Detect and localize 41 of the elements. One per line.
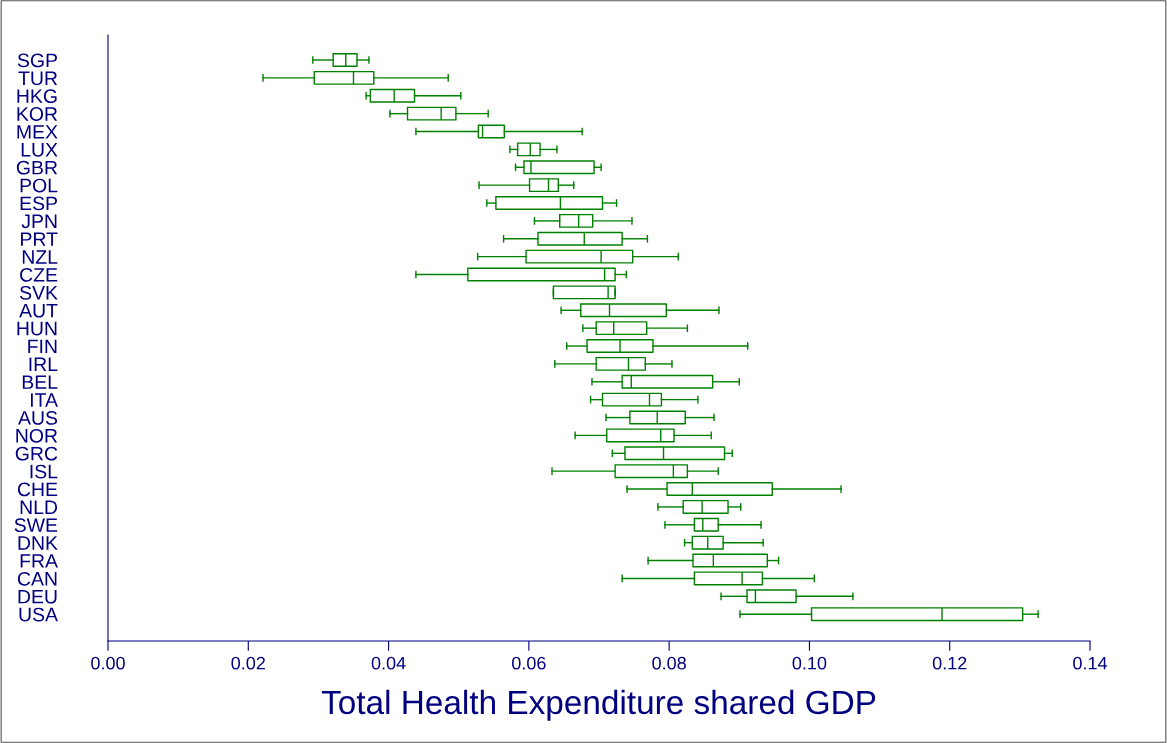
y-tick-label: MEX bbox=[17, 125, 58, 139]
y-tick-label: KOR bbox=[17, 107, 58, 121]
y-tick-label: NZL bbox=[22, 250, 58, 264]
y-tick-label: PRT bbox=[21, 232, 58, 246]
y-tick-label: IRL bbox=[29, 357, 58, 371]
y-tick-label: GBR bbox=[16, 160, 58, 175]
y-tick-label: CAN bbox=[17, 571, 57, 586]
y-tick-label: DNK bbox=[18, 536, 58, 550]
x-tick-label: 0.06 bbox=[511, 656, 546, 670]
y-tick-label: SGP bbox=[17, 53, 57, 68]
y-tick-label: DEU bbox=[18, 589, 57, 604]
y-tick-label: HKG bbox=[17, 89, 57, 104]
y-tick-label: NOR bbox=[16, 428, 58, 443]
y-tick-label: ISL bbox=[30, 464, 58, 479]
x-tick-label: 0.14 bbox=[1073, 656, 1108, 670]
y-tick-label: USA bbox=[19, 607, 58, 622]
y-tick-label: TUR bbox=[18, 71, 58, 86]
y-tick-label: JPN bbox=[21, 214, 57, 229]
x-tick-label: 0.08 bbox=[652, 656, 686, 670]
y-tick-label: CHE bbox=[17, 482, 58, 497]
y-tick-label: AUT bbox=[19, 303, 58, 318]
y-tick-label: GRC bbox=[15, 446, 58, 461]
x-tick-label: 0.00 bbox=[91, 656, 125, 670]
y-tick-label: CZE bbox=[20, 268, 58, 282]
y-tick-label: ITA bbox=[30, 393, 58, 407]
y-tick-label: SVK bbox=[19, 285, 58, 300]
y-tick-label: LUX bbox=[21, 143, 58, 157]
x-tick-label: 0.12 bbox=[932, 656, 967, 670]
x-tick-label: 0.04 bbox=[371, 656, 406, 670]
y-tick-label: FIN bbox=[28, 339, 57, 354]
y-tick-label: AUS bbox=[18, 411, 58, 425]
y-tick-label: ESP bbox=[20, 196, 57, 211]
y-tick-label: SWE bbox=[14, 518, 58, 533]
y-tick-label: BEL bbox=[22, 375, 58, 389]
y-tick-label: HUN bbox=[17, 321, 57, 336]
x-tick-label: 0.02 bbox=[231, 656, 265, 670]
y-tick-label: FRA bbox=[20, 554, 58, 568]
x-axis-title: Total Health Expenditure shared GDP bbox=[321, 689, 876, 721]
x-tick-label: 0.10 bbox=[792, 656, 827, 670]
y-tick-label: NLD bbox=[20, 500, 58, 514]
y-tick-label: POL bbox=[20, 178, 58, 193]
